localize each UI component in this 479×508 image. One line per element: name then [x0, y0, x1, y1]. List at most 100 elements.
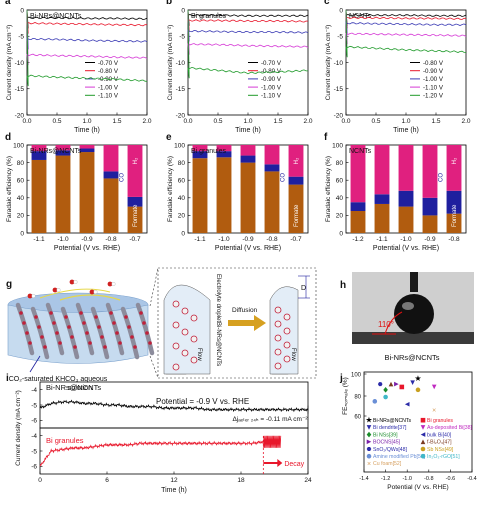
y-tick-label: 40 [336, 195, 344, 202]
legend-entry: -1.20 V [423, 93, 444, 100]
series-line [26, 9, 148, 87]
x-axis-label: Potential (V vs. RHE) [54, 245, 120, 252]
bar-segment [446, 145, 462, 191]
bubble [190, 314, 198, 322]
y-tick-label: -5 [31, 402, 37, 409]
y-tick-label: -5 [18, 34, 24, 41]
x-tick-label: 0.5 [52, 118, 61, 125]
panel-label: Bi granules [191, 13, 227, 20]
marker-star: ★ [365, 416, 372, 425]
bar-segment [288, 184, 304, 233]
y-tick-label: -6 [31, 464, 37, 471]
bar-segment [127, 196, 143, 207]
x-tick-label: 1.0 [401, 118, 410, 125]
bar-segment [240, 162, 256, 233]
legend-entry: Bi-NRs@NCNTs [373, 418, 412, 424]
x-tick-label: -0.8 [105, 236, 117, 243]
droplet-label: Electrolyte droplet [215, 274, 221, 322]
diffusion-arrow [228, 315, 266, 331]
bar-segment [55, 150, 71, 156]
bi-particle [70, 335, 74, 339]
y-axis-label: Faradaic efficiency (%) [325, 156, 332, 222]
legend-entry: Formate [452, 204, 458, 227]
x-tick-label: -0.8 [448, 236, 460, 243]
plot-frame [345, 9, 467, 116]
panel-c: c 0 -5 -10 -15 -200.0 0.5 1.0 1.5 2.0 Time (h) Curr… [324, 0, 471, 134]
bar-segment [103, 145, 119, 172]
x-axis-label: Time (h) [161, 487, 187, 494]
y-tick-label: 40 [17, 195, 25, 202]
series-line [39, 399, 309, 413]
y-tick-label: -10 [15, 60, 25, 67]
bar-segment [127, 145, 143, 197]
bubble [172, 363, 180, 371]
x-tick-label: 1.5 [431, 118, 440, 125]
marker-circle [383, 394, 388, 400]
bar-segment [31, 159, 47, 233]
panel-j: j 60 80 100 -1.4 -1.2 -1.0 -0.8 -0.6 -0.4 Potentia… [339, 371, 477, 491]
x-axis-label: Time (h) [393, 127, 419, 134]
bar-segment [264, 171, 280, 233]
marker-circle [420, 446, 426, 452]
legend-entry: As-deposited Bi[38] [427, 425, 473, 431]
bi-particle [28, 341, 32, 345]
x-axis-label: Time (h) [235, 127, 261, 134]
bubble [172, 300, 180, 308]
bar-segment [398, 145, 414, 191]
co2-molecule [73, 280, 78, 284]
co2-molecule [111, 282, 116, 286]
panel-i: i -4 -5 -6 Bi-NRs@NCNTs Potential = -0.9 V vs… [6, 373, 312, 494]
x-tick-label: -0.8 [266, 236, 278, 243]
legend-entry: CO [281, 173, 287, 182]
legend-entry: H₂ [294, 157, 300, 164]
panel-label: Bi granules [191, 148, 227, 155]
bi-particle [67, 325, 71, 329]
marker-diamond [383, 387, 388, 393]
legend-entry: Amine modified Pb[50] [373, 454, 426, 460]
bubble [274, 362, 282, 370]
bar-segment [422, 145, 438, 198]
bar-segment [374, 203, 390, 233]
series-line [345, 9, 467, 45]
y-tick-label: 20 [17, 213, 25, 220]
photo-caption: Bi-NRs@NCNTs [384, 353, 439, 362]
bar-segment [374, 145, 390, 195]
series-line [26, 9, 148, 29]
panel-letter: c [324, 0, 330, 7]
bi-particle [103, 345, 107, 349]
legend-entry: In₂O₃-rGO[51] [427, 454, 460, 460]
panel-label: Bi-NRs@NCNTs [30, 148, 82, 155]
y-tick-label: 100 [13, 142, 24, 149]
y-tick-label: 80 [354, 394, 361, 400]
diffusion-label: Diffusion [232, 307, 258, 314]
legend-entry: SnO₂/QWs[48] [373, 447, 408, 453]
nanotube [60, 306, 80, 360]
flow-label: Flow [290, 348, 296, 361]
y-tick-label: 0 [181, 7, 185, 14]
co2-molecule [107, 281, 113, 287]
potential-label: Potential = -0.9 V vs. RHE [156, 397, 249, 406]
nanotube [105, 302, 125, 356]
legend-entry: f-Bi₂O₃[47] [427, 440, 452, 446]
y-tick-label: 20 [336, 213, 344, 220]
co2-molecule [69, 279, 75, 285]
bi-particle [40, 335, 44, 339]
series-line [26, 9, 148, 66]
x-tick-label: -0.7 [129, 236, 141, 243]
co2-molecule [93, 290, 98, 294]
decay-arrow [263, 459, 283, 467]
legend-entry: CO [120, 173, 126, 182]
series-label: Bi granules [46, 436, 84, 445]
bubble [274, 348, 282, 356]
bi-particle [130, 335, 134, 339]
co2-molecule [89, 289, 95, 295]
legend-entry: -0.80 V [261, 68, 282, 75]
marker-circle [372, 399, 378, 404]
bar-segment [127, 206, 143, 233]
substrate [352, 332, 474, 344]
bubble [172, 342, 180, 350]
d-label: D [301, 285, 306, 292]
panel-letter: e [166, 132, 172, 143]
bi-particle [85, 331, 89, 335]
bar-segment [79, 152, 95, 233]
